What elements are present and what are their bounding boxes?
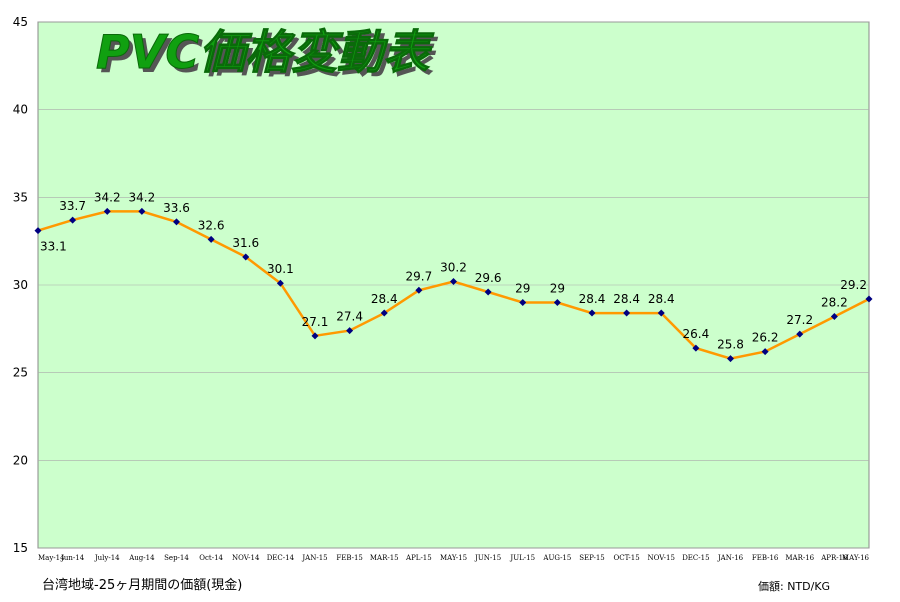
data-label: 29.7 <box>406 269 433 283</box>
x-tick-label: FEB-16 <box>752 554 779 562</box>
data-point <box>865 295 873 303</box>
x-tick-label: AUG-15 <box>542 554 571 562</box>
x-tick-label: NOV-15 <box>648 554 675 562</box>
x-tick-label: JAN-16 <box>717 554 744 562</box>
data-point <box>727 355 734 363</box>
data-point <box>588 309 596 317</box>
data-point <box>173 218 180 226</box>
data-label: 28.4 <box>371 292 398 306</box>
data-point <box>69 216 77 224</box>
x-tick-label: DEC-15 <box>682 554 709 562</box>
y-tick-label: 35 <box>13 190 28 204</box>
x-tick-label: MAY-15 <box>440 554 467 562</box>
chart-title: PVC価格変動表 <box>96 25 435 79</box>
data-point <box>346 327 354 335</box>
data-label: 30.1 <box>267 262 294 276</box>
data-label: 29.2 <box>840 278 867 292</box>
data-label: 33.6 <box>163 201 190 215</box>
data-point <box>103 207 111 215</box>
data-point <box>311 332 319 340</box>
data-point <box>138 207 146 215</box>
data-point <box>830 313 838 321</box>
chart-title-shadow: PVC価格変動表 <box>100 29 439 83</box>
data-label: 28.4 <box>613 292 640 306</box>
data-label: 29 <box>515 282 530 296</box>
footnote-unit: 価額: NTD/KG <box>758 580 831 593</box>
data-label: 33.7 <box>59 199 86 213</box>
data-point <box>450 277 457 285</box>
data-point <box>692 344 700 352</box>
data-point <box>276 279 284 287</box>
data-point <box>415 286 423 294</box>
y-tick-label: 30 <box>13 278 28 292</box>
data-markers <box>34 207 873 363</box>
data-label: 30.2 <box>440 260 467 274</box>
data-point <box>553 299 561 307</box>
x-tick-label: May-14 <box>38 554 65 562</box>
y-tick-label: 45 <box>13 15 28 29</box>
data-label: 27.4 <box>336 310 363 324</box>
x-tick-label: July-14 <box>94 554 120 562</box>
data-point <box>623 309 631 317</box>
footnote-period: 台湾地域-25ヶ月期間の価額(現金) <box>42 578 243 593</box>
data-point <box>484 288 492 296</box>
x-tick-label: JUL-15 <box>509 554 535 562</box>
data-label: 29.6 <box>475 271 502 285</box>
x-tick-label: NOV-14 <box>232 554 260 562</box>
data-label: 28.2 <box>821 296 848 310</box>
x-tick-label: Oct-14 <box>199 554 223 562</box>
x-tick-label: APL-15 <box>405 554 432 562</box>
data-label: 34.2 <box>94 190 121 204</box>
x-tick-label: Aug-14 <box>128 554 155 562</box>
x-tick-label: OCT-15 <box>614 554 640 562</box>
x-tick-label: SEP-15 <box>579 554 605 562</box>
data-point <box>519 299 527 307</box>
data-point <box>796 330 804 338</box>
data-label: 26.2 <box>752 331 779 345</box>
x-tick-label: JAN-15 <box>301 554 327 562</box>
data-label: 27.1 <box>302 315 329 329</box>
x-tick-label: Sep-14 <box>164 554 189 562</box>
y-tick-label: 40 <box>13 103 28 117</box>
x-tick-label: MAR-16 <box>785 554 814 562</box>
data-label: 27.2 <box>786 313 813 327</box>
data-label: 26.4 <box>683 327 710 341</box>
data-point <box>207 235 215 243</box>
data-point <box>380 309 388 317</box>
data-point <box>242 253 250 261</box>
data-label: 34.2 <box>129 190 156 204</box>
x-tick-label: DEC-14 <box>267 554 295 562</box>
data-label: 25.8 <box>717 338 744 352</box>
x-tick-label: JUN-15 <box>474 554 501 562</box>
data-label: 29 <box>550 282 565 296</box>
data-labels: 33.1 33.7 34.2 34.2 33.6 32.6 31.6 30.1 27.1 27.4… <box>40 190 867 351</box>
data-label: 32.6 <box>198 218 225 232</box>
x-tick-label: MAY-16 <box>842 554 870 562</box>
data-label: 28.4 <box>648 292 675 306</box>
data-point <box>761 348 769 356</box>
y-axis-ticks: 15 20 25 30 35 40 45 <box>13 15 28 555</box>
x-tick-label: Jun-14 <box>60 554 85 562</box>
x-tick-label: FEB-15 <box>336 554 363 562</box>
data-point <box>657 309 665 317</box>
y-tick-label: 15 <box>13 541 28 555</box>
y-tick-label: 20 <box>13 453 28 467</box>
y-tick-label: 25 <box>13 366 28 380</box>
x-tick-label: APR-16 <box>820 554 848 562</box>
data-label: 31.6 <box>232 236 259 250</box>
data-label: 33.1 <box>40 240 67 254</box>
data-label: 28.4 <box>579 292 606 306</box>
data-point <box>34 227 42 235</box>
grid-lines <box>38 21 869 549</box>
x-tick-label: MAR-15 <box>370 554 399 562</box>
